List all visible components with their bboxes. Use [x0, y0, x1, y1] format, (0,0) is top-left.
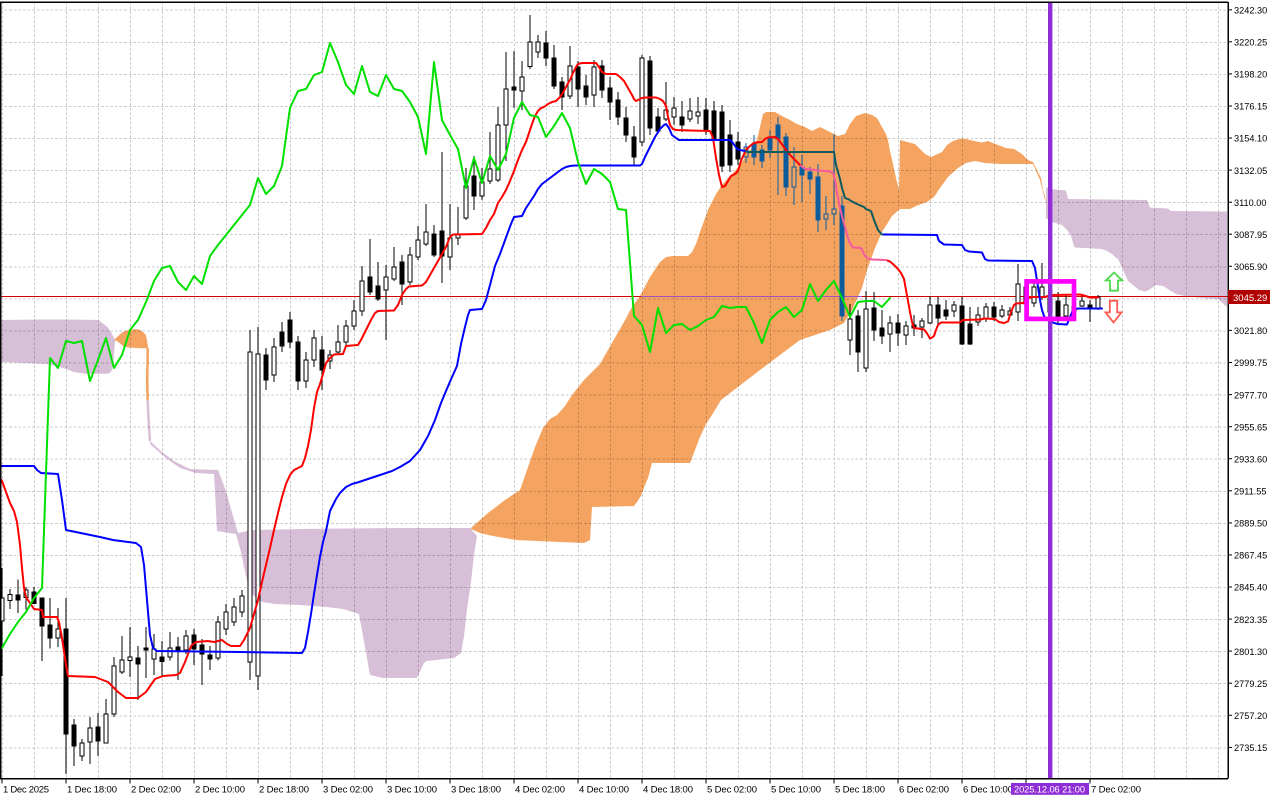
svg-text:6 Dec 10:00: 6 Dec 10:00 — [963, 785, 1013, 796]
svg-text:4 Dec 18:00: 4 Dec 18:00 — [643, 785, 693, 796]
svg-text:2867.45: 2867.45 — [1234, 551, 1267, 561]
svg-text:2823.35: 2823.35 — [1234, 615, 1267, 625]
svg-text:3 Dec 02:00: 3 Dec 02:00 — [323, 785, 373, 796]
svg-text:3220.25: 3220.25 — [1234, 38, 1267, 48]
svg-text:2 Dec 18:00: 2 Dec 18:00 — [259, 785, 309, 796]
svg-text:3176.15: 3176.15 — [1234, 102, 1267, 112]
svg-text:4 Dec 02:00: 4 Dec 02:00 — [515, 785, 565, 796]
svg-text:3 Dec 18:00: 3 Dec 18:00 — [451, 785, 501, 796]
svg-text:2801.30: 2801.30 — [1234, 647, 1267, 657]
svg-text:1 Dec 18:00: 1 Dec 18:00 — [67, 785, 117, 796]
svg-text:1 Dec 2025: 1 Dec 2025 — [3, 785, 49, 796]
svg-text:3021.80: 3021.80 — [1234, 326, 1267, 336]
svg-text:3198.20: 3198.20 — [1234, 70, 1267, 80]
svg-text:3045.29: 3045.29 — [1233, 293, 1267, 304]
svg-text:7 Dec 02:00: 7 Dec 02:00 — [1091, 785, 1141, 796]
svg-text:2735.15: 2735.15 — [1234, 743, 1267, 753]
svg-text:5 Dec 02:00: 5 Dec 02:00 — [707, 785, 757, 796]
svg-text:6 Dec 02:00: 6 Dec 02:00 — [899, 785, 949, 796]
svg-text:2955.65: 2955.65 — [1234, 422, 1267, 432]
svg-text:5 Dec 18:00: 5 Dec 18:00 — [835, 785, 885, 796]
svg-text:2845.40: 2845.40 — [1234, 583, 1267, 593]
svg-text:2779.25: 2779.25 — [1234, 679, 1267, 689]
svg-text:2757.20: 2757.20 — [1234, 711, 1267, 721]
svg-text:2933.60: 2933.60 — [1234, 454, 1267, 464]
svg-text:3154.10: 3154.10 — [1234, 134, 1267, 144]
svg-text:2911.55: 2911.55 — [1234, 487, 1267, 497]
svg-text:2 Dec 02:00: 2 Dec 02:00 — [131, 785, 181, 796]
svg-text:3065.90: 3065.90 — [1234, 262, 1267, 272]
svg-text:2889.50: 2889.50 — [1234, 519, 1267, 529]
svg-text:3087.95: 3087.95 — [1234, 230, 1267, 240]
svg-text:3110.00: 3110.00 — [1234, 198, 1267, 208]
svg-text:2977.70: 2977.70 — [1234, 390, 1267, 400]
svg-text:3 Dec 10:00: 3 Dec 10:00 — [387, 785, 437, 796]
svg-text:4 Dec 10:00: 4 Dec 10:00 — [579, 785, 629, 796]
svg-text:2025.12.06 21:00: 2025.12.06 21:00 — [1014, 785, 1085, 795]
svg-text:2 Dec 10:00: 2 Dec 10:00 — [195, 785, 245, 796]
svg-text:5 Dec 10:00: 5 Dec 10:00 — [771, 785, 821, 796]
svg-text:2999.75: 2999.75 — [1234, 358, 1267, 368]
svg-text:3132.05: 3132.05 — [1234, 166, 1267, 176]
svg-text:3242.30: 3242.30 — [1234, 5, 1267, 15]
